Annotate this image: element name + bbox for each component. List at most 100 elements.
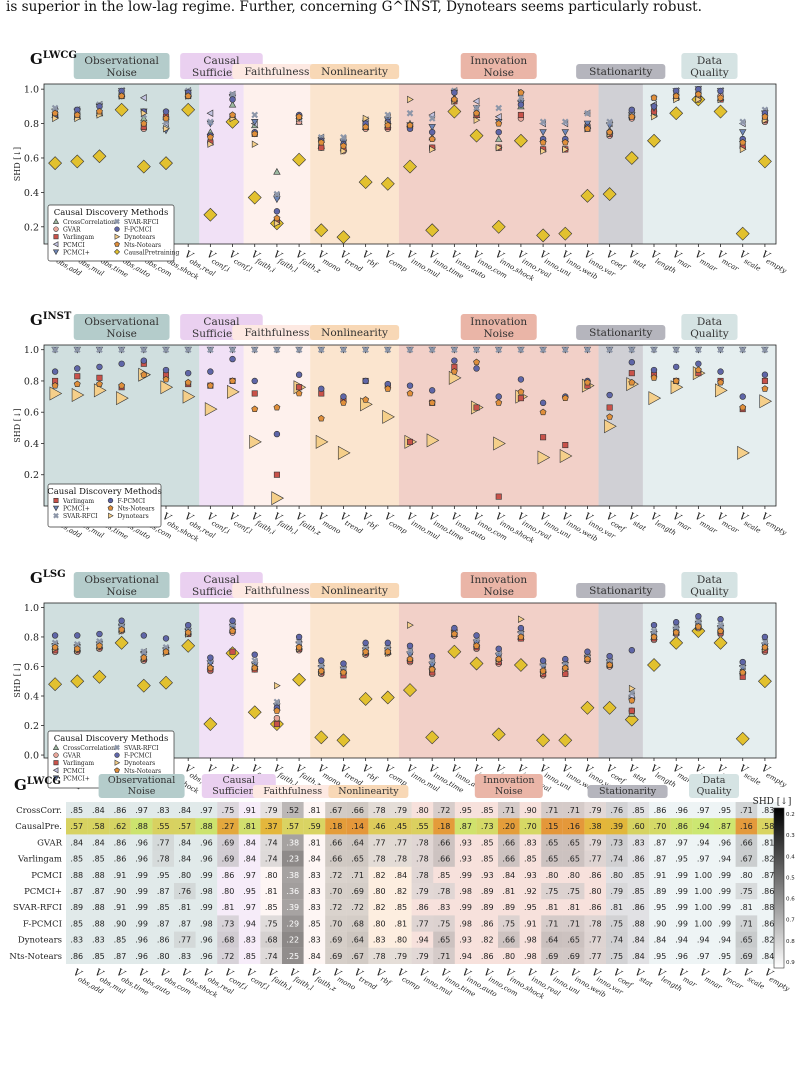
heatmap-cell-value: .68 [265, 936, 278, 945]
point-varlingam [517, 111, 524, 118]
heatmap-cell-value: .74 [265, 952, 278, 961]
heatmap-cell-value: .95 [675, 855, 688, 864]
heatmap-cell-value: .71 [740, 919, 753, 928]
heatmap-cell-value: .57 [70, 822, 83, 831]
heatmap-region-tag [474, 774, 543, 798]
heatmap-cell-value: .66 [740, 838, 753, 847]
point-causalpretraining [491, 727, 506, 742]
heatmap-cell [282, 834, 304, 851]
heatmap-cell-value: .84 [632, 936, 645, 945]
legend-marker [53, 760, 59, 766]
heatmap-cell-value: .90 [654, 919, 667, 928]
heatmap-cell-value: .96 [200, 952, 213, 961]
x-tick-label: Vstat [625, 763, 650, 785]
point-f-pcmci [429, 128, 436, 136]
heatmap-cell [498, 931, 520, 948]
point-varlingam [96, 374, 103, 381]
heatmap-cell-value: .99 [135, 871, 148, 880]
region-tag [460, 53, 537, 79]
point-nts-notears [273, 214, 281, 222]
heatmap-cell-value: .85 [632, 871, 645, 880]
point-nts-notears [561, 138, 569, 146]
point-svar-rfci [229, 346, 236, 354]
point-varlingam [406, 438, 414, 445]
point-pcmci [140, 94, 147, 102]
legend-marker [52, 767, 59, 774]
point-nts-notears [229, 627, 236, 634]
point-dynotears [362, 114, 370, 123]
heatmap-cell-value: .77 [589, 952, 602, 961]
heatmap-cell-value: .99 [675, 871, 688, 880]
heatmap-cell-value: .74 [610, 855, 623, 864]
y-tick-label: 0.2 [24, 470, 39, 481]
point-dynotears [429, 145, 436, 154]
point-f-pcmci [273, 430, 281, 438]
legend-entry: GVAR [63, 753, 81, 760]
point-f-pcmci [628, 106, 635, 113]
heatmap-cell [346, 850, 369, 867]
legend-entry: GVAR [63, 227, 81, 234]
point-svar-rfci [51, 639, 59, 647]
heatmap-cell-value: .81 [502, 887, 515, 896]
point-causalpretraining [513, 658, 528, 672]
heatmap-row-label: PCMCI+ [24, 887, 62, 897]
heatmap-cell-value: .99 [200, 903, 213, 912]
heatmap-cell-value: .86 [632, 855, 645, 864]
heatmap-cell [217, 802, 239, 819]
point-nts-notears [184, 378, 192, 386]
y-axis-label: SHD [↓] [13, 147, 22, 181]
point-nts-notears [251, 130, 259, 137]
point-dynotears [695, 95, 703, 104]
point-varlingam [495, 493, 502, 500]
point-f-pcmci [273, 208, 281, 215]
heatmap-cell-value: .84 [178, 855, 191, 864]
heatmap-cell-value: .83 [243, 936, 256, 945]
heatmap-cell [627, 818, 650, 835]
heatmap-cell [541, 850, 563, 867]
heatmap-cell-value: .81 [222, 903, 235, 912]
heatmap-region-tag [689, 774, 739, 798]
heatmap-cell-value: .79 [610, 887, 623, 896]
heatmap-cell-value: .94 [243, 919, 256, 928]
point-svar-rfci [51, 104, 59, 112]
point-dynotears [49, 386, 63, 401]
heatmap-cell-value: .98 [524, 936, 537, 945]
point-nts-notears [539, 138, 547, 146]
point-nts-notears [539, 408, 547, 416]
heatmap-cell-value: .69 [330, 952, 343, 961]
heatmap-cell-value: .99 [675, 903, 688, 912]
heatmap-cell-value: .99 [675, 919, 688, 928]
point-nts-notears [584, 378, 591, 386]
y-tick-label: 0.6 [24, 662, 39, 673]
x-tick-label: Vempty [758, 511, 791, 537]
heatmap-cell-value: .66 [330, 838, 343, 847]
region-tag [232, 64, 322, 79]
heatmap-cell [260, 802, 282, 819]
heatmap-cell-value: .97 [243, 871, 256, 880]
heatmap-cell-value: 1.00 [694, 903, 712, 912]
point-nts-notears [406, 655, 414, 663]
heatmap-cell-value: .77 [178, 936, 191, 945]
point-nts-notears [162, 375, 170, 383]
region-label: Stationarity [589, 585, 652, 597]
point-nts-notears [606, 413, 614, 420]
heatmap-cell-value: .69 [351, 887, 364, 896]
heatmap-cell-value: .89 [654, 887, 667, 896]
point-nts-notears [539, 667, 547, 674]
point-causalpretraining [203, 717, 218, 731]
point-nts-notears [428, 665, 436, 673]
point-nts-notears [295, 389, 303, 397]
heatmap-cell [562, 834, 585, 851]
heatmap-cell-value: .85 [394, 903, 407, 912]
point-nts-notears [694, 623, 702, 630]
point-nts-notears [450, 95, 458, 103]
point-svar-rfci [251, 657, 259, 664]
heatmap-cell [390, 834, 412, 851]
region-label: Quality [690, 67, 729, 79]
legend-entry: CrossCorrelation [63, 219, 115, 226]
heatmap-cell-value: .64 [546, 936, 559, 945]
point-dynotears [163, 125, 170, 133]
legend-marker [114, 767, 120, 773]
point-svar-rfci [695, 346, 702, 354]
heatmap-cell-value: .38 [286, 871, 299, 880]
